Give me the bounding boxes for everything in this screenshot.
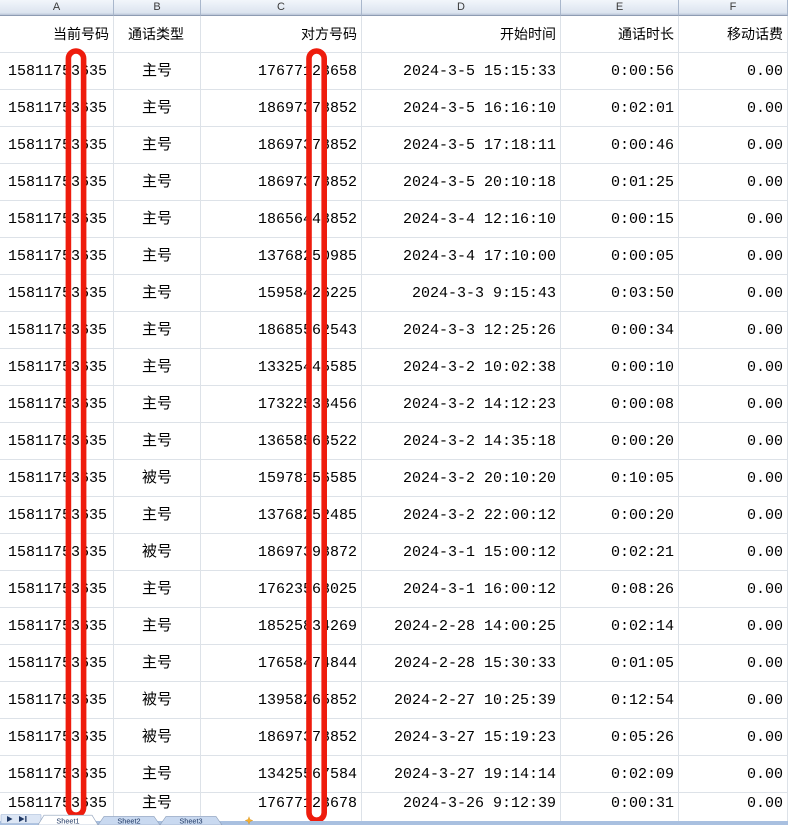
svg-text:Sheet1: Sheet1 [56,816,79,825]
svg-text:Sheet2: Sheet2 [117,816,140,825]
svg-text:Sheet3: Sheet3 [179,816,202,825]
